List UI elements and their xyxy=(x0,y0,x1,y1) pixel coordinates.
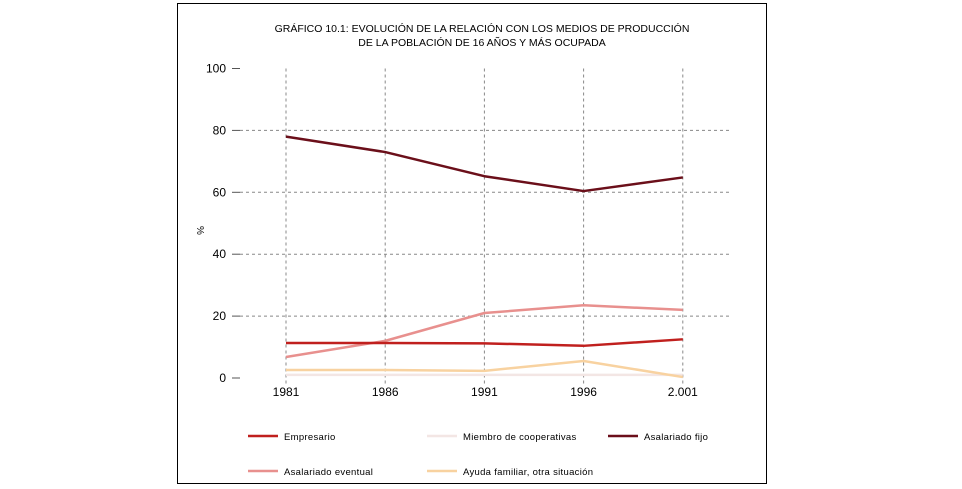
series-lines xyxy=(285,135,684,379)
y-tick-label: 40 xyxy=(213,247,227,261)
y-tick-label: 100 xyxy=(206,62,226,76)
y-axis-label: % xyxy=(194,226,205,235)
x-tick-label: 1986 xyxy=(372,385,399,399)
y-tick-label: 0 xyxy=(219,371,226,385)
y-tick-label: 60 xyxy=(213,185,227,199)
legend-item: Asalariado fijo xyxy=(608,432,708,443)
y-tick-label: 20 xyxy=(213,309,227,323)
chart-subtitle: DE LA POBLACIÓN DE 16 AÑOS Y MÁS OCUPADA xyxy=(358,36,605,49)
x-axis: 1981 1986 1991 1996 2.001 xyxy=(273,385,698,399)
legend-label: Ayuda familiar, otra situación xyxy=(463,467,593,478)
legend-label: Miembro de cooperativas xyxy=(463,432,577,443)
x-tick-label: 1981 xyxy=(273,385,300,399)
series-line-5 xyxy=(286,359,684,379)
x-tick-label: 2.001 xyxy=(668,385,698,399)
chart-title: GRÁFICO 10.1: EVOLUCIÓN DE LA RELACIÓN C… xyxy=(275,22,690,35)
y-tick-label: 80 xyxy=(213,123,227,137)
legend-label: Asalariado fijo xyxy=(644,432,708,443)
x-tick-label: 1991 xyxy=(471,385,498,399)
legend-item: Miembro de cooperativas xyxy=(427,432,577,443)
x-tick-label: 1996 xyxy=(570,385,597,399)
series-line-1 xyxy=(286,338,683,348)
legend-item: Ayuda familiar, otra situación xyxy=(427,467,593,478)
legend-item: Empresario xyxy=(248,432,336,443)
legend-item: Asalariado eventual xyxy=(248,467,373,478)
legend-label: Empresario xyxy=(284,432,336,443)
legend: Empresario Miembro de cooperativas Asalari… xyxy=(248,432,708,478)
series-line-4 xyxy=(285,304,683,359)
y-axis: 0 20 40 60 80 100 xyxy=(206,62,240,385)
chart-frame xyxy=(177,3,767,484)
legend-label: Asalariado eventual xyxy=(284,467,373,478)
series-line-3 xyxy=(285,135,683,193)
grid xyxy=(240,68,731,384)
